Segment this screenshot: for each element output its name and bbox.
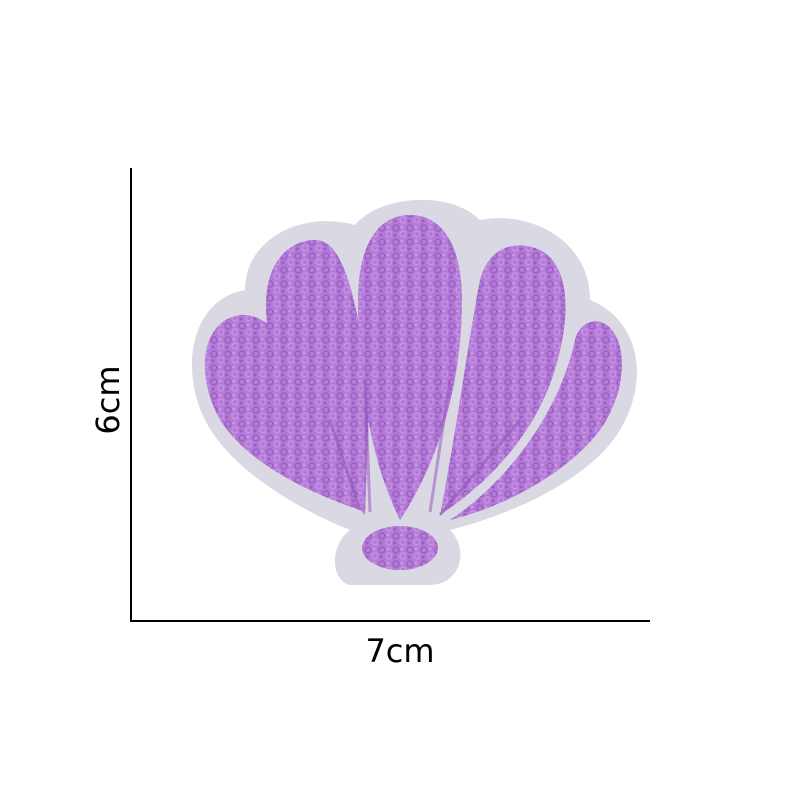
- width-axis-line: [130, 620, 650, 622]
- width-dimension-label: 7cm: [365, 632, 435, 670]
- height-axis-line: [130, 168, 132, 622]
- chenille-shell: [204, 215, 622, 570]
